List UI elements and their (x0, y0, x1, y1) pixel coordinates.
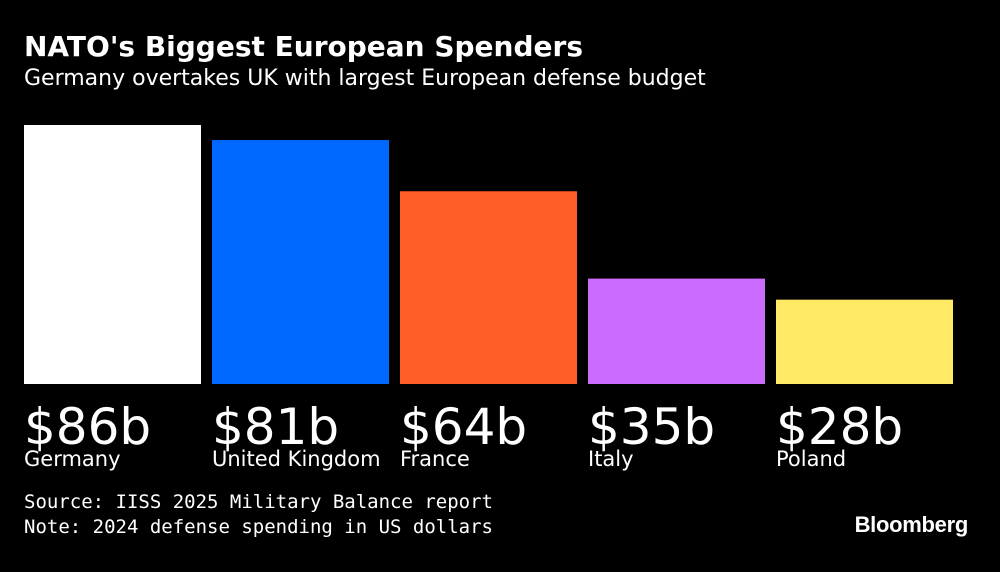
bar-poland (776, 299, 953, 384)
bar-france (400, 191, 577, 384)
value-label-france: $64b (400, 398, 527, 456)
chart-subtitle: Germany overtakes UK with largest Europe… (24, 66, 706, 91)
chart-title: NATO's Biggest European Spenders (24, 30, 583, 63)
value-label-poland: $28b (776, 398, 903, 456)
category-label-france: France (400, 447, 470, 471)
value-label-italy: $35b (588, 398, 715, 456)
category-label-italy: Italy (588, 447, 634, 471)
value-label-united-kingdom: $81b (212, 398, 339, 456)
methodology-note: Note: 2024 defense spending in US dollar… (24, 516, 493, 538)
category-label-united-kingdom: United Kingdom (212, 447, 381, 471)
value-label-germany: $86b (24, 398, 151, 456)
source-note: Source: IISS 2025 Military Balance repor… (24, 491, 493, 513)
category-label-poland: Poland (776, 447, 846, 471)
bar-germany (24, 125, 201, 384)
bar-united-kingdom (212, 140, 389, 384)
bloomberg-logo: Bloomberg (854, 512, 969, 537)
category-label-germany: Germany (24, 447, 121, 471)
bar-italy (588, 278, 765, 384)
